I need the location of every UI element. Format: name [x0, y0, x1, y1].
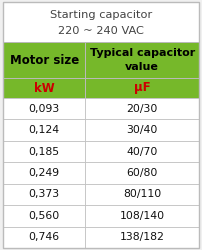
Bar	[3, 226, 85, 248]
Bar	[85, 78, 199, 98]
Bar	[3, 42, 85, 78]
Text: 0,746: 0,746	[29, 232, 60, 242]
Text: Starting capacitor: Starting capacitor	[50, 10, 152, 20]
Text: 0,093: 0,093	[28, 104, 60, 114]
Bar	[3, 141, 85, 162]
Text: 0,560: 0,560	[28, 211, 60, 221]
Text: 0,249: 0,249	[29, 168, 60, 178]
Text: 108/140: 108/140	[120, 211, 165, 221]
Text: 40/70: 40/70	[126, 146, 158, 156]
Bar	[85, 98, 199, 120]
Text: 220 ~ 240 VAC: 220 ~ 240 VAC	[58, 26, 144, 36]
Bar	[3, 2, 199, 42]
Bar	[3, 98, 85, 120]
Text: 30/40: 30/40	[126, 125, 158, 135]
Text: 0,185: 0,185	[29, 146, 60, 156]
Text: 138/182: 138/182	[120, 232, 165, 242]
Text: 0,124: 0,124	[29, 125, 60, 135]
Text: μF: μF	[134, 82, 150, 94]
Text: Motor size: Motor size	[9, 54, 79, 66]
Text: Typical capacitor
value: Typical capacitor value	[89, 48, 195, 72]
Bar	[85, 42, 199, 78]
Bar	[85, 205, 199, 227]
Bar	[3, 205, 85, 227]
Text: kW: kW	[34, 82, 55, 94]
Bar	[3, 162, 85, 184]
Bar	[85, 184, 199, 205]
Bar	[3, 120, 85, 141]
Bar	[85, 120, 199, 141]
Bar	[3, 184, 85, 205]
Bar	[3, 78, 85, 98]
Bar	[85, 162, 199, 184]
Bar	[85, 226, 199, 248]
Text: 20/30: 20/30	[126, 104, 158, 114]
Text: 0,373: 0,373	[29, 190, 60, 200]
Text: 80/110: 80/110	[123, 190, 161, 200]
Text: 60/80: 60/80	[126, 168, 158, 178]
Bar	[85, 141, 199, 162]
